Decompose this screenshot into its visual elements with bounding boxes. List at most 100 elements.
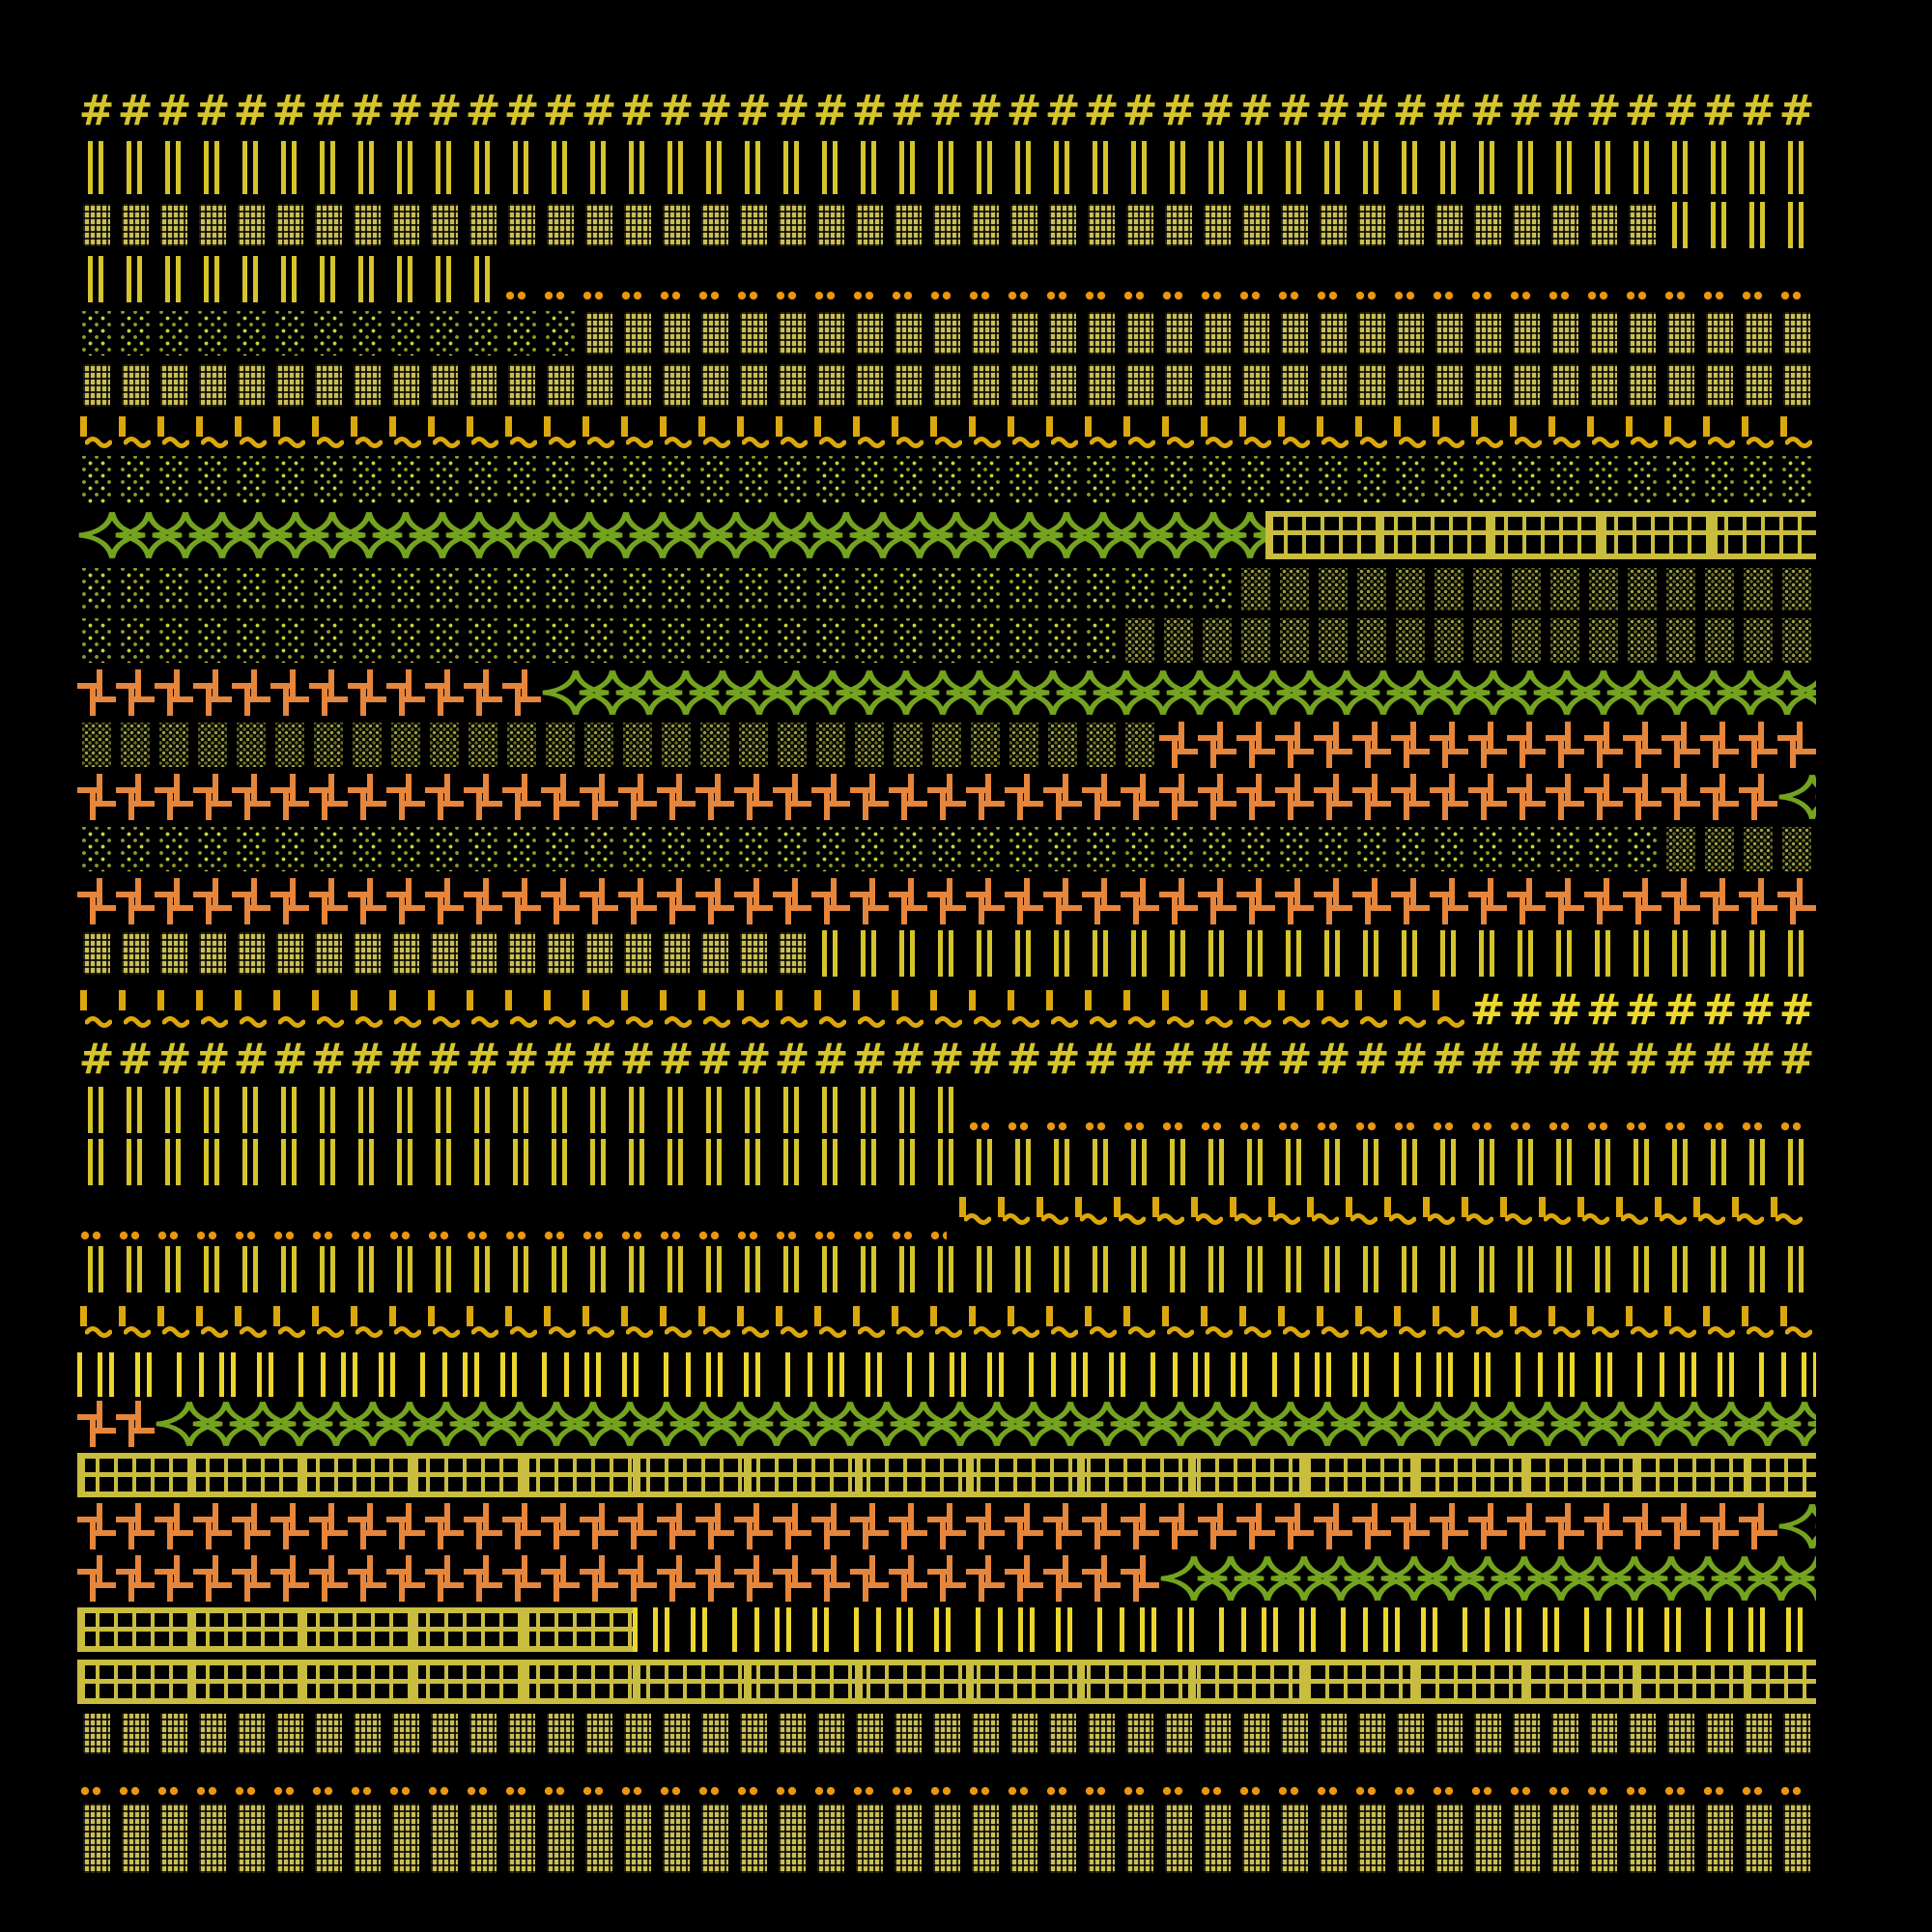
olive-dense-block [1744, 827, 1773, 871]
khaki-woven-block [585, 1804, 612, 1873]
double-bar-glyph [270, 256, 309, 302]
gold-bar [505, 1306, 512, 1326]
khaki-woven-block [83, 932, 110, 975]
segment-hash: # # # # # # # # # [1468, 990, 1816, 1029]
sparse-dot-block [623, 568, 652, 611]
hash-glyph: # [1469, 1037, 1506, 1081]
orange-dots-strip [502, 290, 1816, 302]
double-bar-glyph [1623, 1246, 1662, 1293]
hash-glyph: # [1547, 990, 1583, 1029]
gold-bar [1539, 1197, 1546, 1217]
segment-cross [1159, 722, 1816, 768]
pattern-row [77, 455, 1932, 505]
hash-glyph: # [735, 87, 772, 133]
hash-glyph: # [928, 87, 965, 133]
khaki-woven-block [1165, 1804, 1192, 1873]
double-bar-glyph [270, 1087, 309, 1133]
gold-bar [582, 1306, 589, 1326]
pinwheel-cross-glyph [657, 1555, 696, 1602]
segment-grid [77, 1453, 1816, 1497]
pinwheel-cross-glyph [270, 1555, 309, 1602]
hash-glyph: # [1508, 87, 1545, 133]
khaki-woven-block [624, 364, 651, 407]
bar-tilde-glyph [1111, 1197, 1150, 1226]
sparse-dot-block [1589, 456, 1618, 504]
sparse-dot-block [1125, 568, 1154, 611]
gold-bar [582, 416, 589, 437]
bar-tilde-glyph [1420, 1197, 1459, 1226]
pinwheel-cross-glyph [502, 878, 541, 924]
pinwheel-cross-glyph [309, 1503, 348, 1549]
gold-bar [1046, 1306, 1053, 1326]
pattern-row [77, 1802, 1932, 1875]
khaki-woven-block [1745, 1714, 1772, 1754]
sparse-dot-block [275, 456, 304, 504]
bar-tilde-glyph [270, 1306, 309, 1339]
double-bar-glyph [1121, 930, 1159, 977]
bar-tilde-glyph [927, 990, 966, 1029]
khaki-woven-block [895, 364, 922, 407]
double-bar-glyph [155, 1087, 193, 1133]
sparse-dot-block [1512, 827, 1541, 871]
double-bar-glyph [425, 1087, 464, 1133]
double-bar-glyph [889, 1139, 927, 1185]
khaki-woven-block [1397, 364, 1424, 407]
segment-tilde [77, 990, 1468, 1029]
hash-glyph: # [1122, 87, 1158, 133]
double-bar-glyph [1352, 1139, 1391, 1185]
bar-tilde-glyph [386, 990, 425, 1029]
khaki-woven-block [1551, 364, 1578, 407]
khaki-woven-block [972, 312, 999, 355]
bar-tilde-glyph [1391, 990, 1430, 1029]
hash-glyph: # [1044, 87, 1081, 133]
gold-bar [1008, 416, 1014, 437]
sparse-dot-block [1164, 827, 1193, 871]
gold-bar [1471, 1306, 1478, 1326]
pattern-row [77, 1306, 1932, 1339]
double-bar-glyph [1159, 1139, 1198, 1185]
pinwheel-cross-glyph [1082, 1555, 1121, 1602]
khaki-woven-block [663, 204, 690, 246]
pinwheel-cross-glyph [580, 1503, 618, 1549]
sparse-dot-block [353, 618, 382, 663]
gold-bar [737, 1306, 744, 1326]
sparse-dot-block [430, 618, 459, 663]
gold-bar [119, 990, 126, 1010]
sparse-dot-block [932, 568, 961, 611]
gold-bar [853, 990, 860, 1010]
bar-tilde-glyph [580, 990, 618, 1029]
hash-glyph: # [1547, 1037, 1583, 1081]
pinwheel-cross-glyph [193, 878, 232, 924]
pattern-row [77, 930, 1932, 977]
khaki-woven-block [354, 932, 381, 975]
double-bar-glyph [464, 1246, 502, 1293]
khaki-woven-block [160, 1714, 187, 1754]
olive-dense-block [1705, 618, 1734, 663]
pinwheel-cross-glyph [425, 669, 464, 716]
pinwheel-cross-glyph [116, 1503, 155, 1549]
gold-bar [853, 416, 860, 437]
khaki-woven-block [1513, 1714, 1540, 1754]
double-bar-glyph [1198, 930, 1236, 977]
hash-glyph: # [1740, 990, 1776, 1029]
bar-tilde-glyph [1236, 990, 1275, 1029]
hash-glyph: # [774, 87, 810, 133]
khaki-woven-block [1474, 1714, 1501, 1754]
segment-sparkle [77, 511, 1265, 559]
khaki-woven-block [1088, 364, 1115, 407]
hash-glyph: # [1778, 87, 1815, 133]
khaki-woven-block [1667, 312, 1694, 355]
gold-bar [389, 990, 396, 1010]
gold-bar [1587, 416, 1594, 437]
bar-tilde-glyph [425, 416, 464, 449]
olive-dense-block [1319, 568, 1348, 611]
olive-dense-block [971, 723, 1000, 767]
double-bar-glyph [1314, 141, 1352, 194]
sparse-dot-block [198, 618, 227, 663]
sparse-dot-block [662, 568, 691, 611]
khaki-woven-block [1165, 204, 1192, 246]
double-bar-glyph [232, 141, 270, 194]
hash-glyph: # [1740, 1037, 1776, 1081]
double-bar-glyph [1700, 202, 1739, 248]
pinwheel-cross-glyph [386, 669, 425, 716]
